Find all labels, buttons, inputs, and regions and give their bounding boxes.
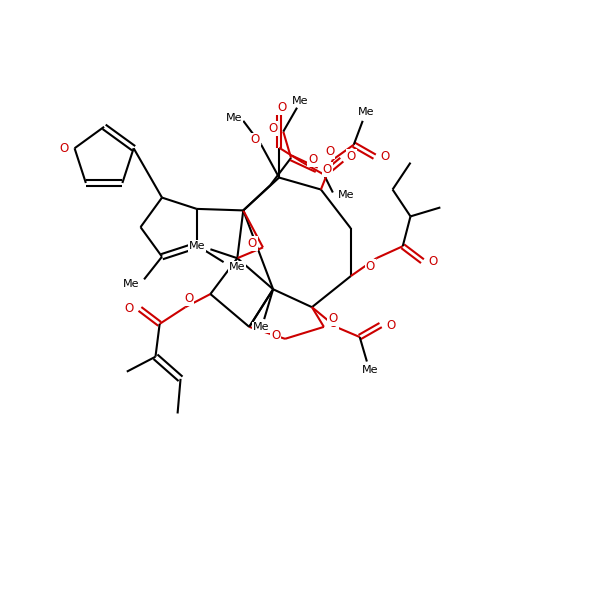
Text: O: O — [248, 238, 257, 250]
Text: O: O — [325, 145, 334, 158]
Text: O: O — [60, 142, 69, 155]
Text: O: O — [125, 302, 134, 316]
Text: Me: Me — [292, 95, 308, 106]
Text: Me: Me — [229, 262, 245, 272]
Text: O: O — [387, 319, 396, 332]
Text: O: O — [381, 150, 390, 163]
Text: O: O — [308, 152, 317, 166]
Text: O: O — [347, 149, 356, 163]
Text: O: O — [271, 329, 280, 342]
Text: Me: Me — [362, 365, 378, 375]
Text: O: O — [268, 122, 277, 135]
Text: O: O — [366, 260, 375, 273]
Text: Me: Me — [189, 241, 206, 251]
Text: O: O — [329, 317, 338, 330]
Text: O: O — [323, 163, 332, 176]
Text: Me: Me — [358, 107, 374, 118]
Text: Me: Me — [253, 322, 269, 332]
Text: Me: Me — [226, 113, 242, 123]
Text: O: O — [184, 292, 194, 305]
Text: O: O — [428, 254, 438, 268]
Text: O: O — [328, 312, 337, 325]
Text: O: O — [277, 101, 287, 114]
Text: O: O — [251, 133, 260, 146]
Text: Me: Me — [122, 279, 139, 289]
Text: Me: Me — [338, 190, 354, 200]
